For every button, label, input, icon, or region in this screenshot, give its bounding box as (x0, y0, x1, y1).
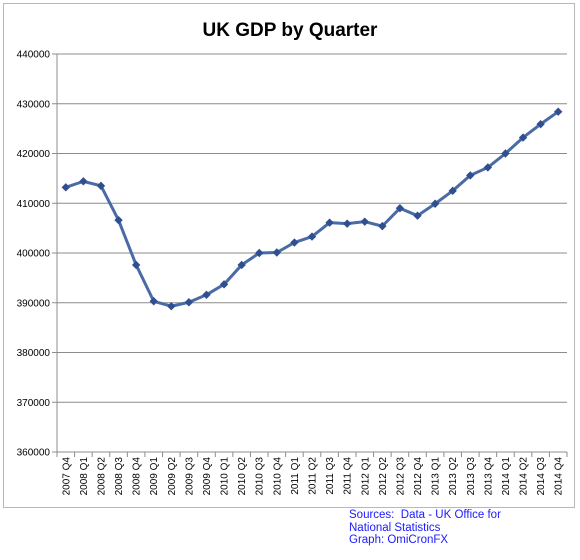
x-tick-label: 2011 Q1 (290, 457, 301, 495)
y-tick-label: 420000 (17, 149, 51, 160)
series-line (65, 110, 560, 308)
data-point (378, 221, 387, 231)
data-point (290, 238, 299, 247)
x-tick-label: 2014 Q2 (519, 457, 530, 496)
x-tick-label: 2010 Q4 (272, 457, 283, 496)
x-tick-label: 2011 Q4 (343, 457, 354, 495)
data-point (307, 232, 317, 241)
sources-line-stats: National Statistics (349, 521, 441, 534)
series-layer (65, 110, 560, 308)
x-tick-label: 2008 Q3 (114, 457, 125, 496)
chart-title: UK GDP by Quarter (203, 20, 379, 41)
data-point (466, 171, 475, 180)
data-point (131, 260, 141, 270)
y-tick-label: 410000 (17, 199, 51, 210)
x-tick-label: 2012 Q3 (395, 457, 406, 496)
data-point (360, 217, 369, 226)
x-tick-label: 2013 Q4 (483, 457, 494, 496)
data-point (114, 215, 123, 225)
data-point (237, 260, 246, 270)
data-point (96, 181, 106, 191)
data-point (202, 290, 211, 299)
sources-note: Sources: Data - UK Office for National S… (349, 509, 577, 547)
x-tick-label: 2012 Q2 (378, 457, 389, 496)
gdp-line-chart: UK GDP by Quarter 360000 370000 380000 3900… (17, 20, 568, 496)
data-point (272, 248, 282, 257)
x-tick-label: 2010 Q3 (255, 457, 266, 496)
data-point (184, 298, 194, 307)
y-tick-label: 440000 (17, 50, 51, 61)
sources-line-graph: Graph: OmiCronFX (349, 534, 449, 546)
x-tick-label: 2008 Q2 (96, 457, 107, 496)
data-point (342, 219, 352, 228)
x-tick-label: 2010 Q2 (237, 457, 248, 496)
data-point (167, 302, 176, 311)
x-tick-label: 2014 Q3 (536, 457, 547, 496)
x-tick-label: 2008 Q1 (79, 457, 90, 496)
y-tick-label: 400000 (17, 249, 51, 260)
y-tick-label: 380000 (17, 348, 51, 359)
y-tick-label: 390000 (17, 298, 51, 309)
y-tick-label: 360000 (17, 448, 51, 459)
sources-line-data: Sources: Data - UK Office for (349, 509, 501, 521)
axis-layer (52, 53, 568, 457)
data-point (483, 163, 493, 172)
data-point (430, 199, 440, 208)
data-point (395, 204, 405, 213)
x-tick-label: 2007 Q4 (61, 457, 72, 496)
data-point (413, 211, 422, 220)
x-tick-label: 2009 Q1 (149, 457, 160, 496)
y-tick-label: 370000 (17, 398, 51, 409)
x-tick-label: 2013 Q3 (466, 457, 477, 496)
data-point (79, 177, 88, 186)
data-point (554, 107, 563, 116)
x-tick-label: 2013 Q1 (431, 457, 442, 496)
x-tick-label: 2014 Q1 (501, 457, 512, 496)
grid-layer (57, 53, 567, 403)
x-tick-label: 2011 Q3 (325, 457, 336, 495)
point-layer (61, 107, 563, 311)
y-tick-labels: 360000 370000 380000 390000 400000 410000 4200… (17, 50, 51, 459)
data-point (536, 119, 545, 129)
data-point (61, 183, 70, 192)
chart-frame (3, 3, 575, 508)
x-tick-label: 2012 Q4 (413, 457, 424, 496)
x-tick-label: 2010 Q1 (220, 457, 231, 496)
x-tick-labels: 2007 Q4 2008 Q1 2008 Q2 2008 Q3 2008 Q4 2009 … (61, 457, 564, 496)
data-point (518, 133, 528, 142)
x-tick-label: 2009 Q2 (167, 457, 178, 496)
x-tick-label: 2012 Q1 (360, 457, 371, 496)
x-tick-label: 2014 Q4 (554, 457, 565, 496)
data-point (325, 218, 334, 227)
x-tick-label: 2013 Q2 (448, 457, 459, 496)
data-point (219, 280, 229, 289)
x-tick-label: 2011 Q2 (308, 457, 319, 495)
data-point (255, 248, 264, 258)
x-tick-label: 2009 Q4 (202, 457, 213, 496)
data-point (448, 186, 457, 196)
x-tick-label: 2008 Q4 (132, 457, 143, 496)
x-tick-label: 2009 Q3 (184, 457, 195, 496)
y-tick-label: 430000 (17, 99, 51, 110)
data-point (149, 297, 158, 306)
data-point (501, 149, 510, 158)
